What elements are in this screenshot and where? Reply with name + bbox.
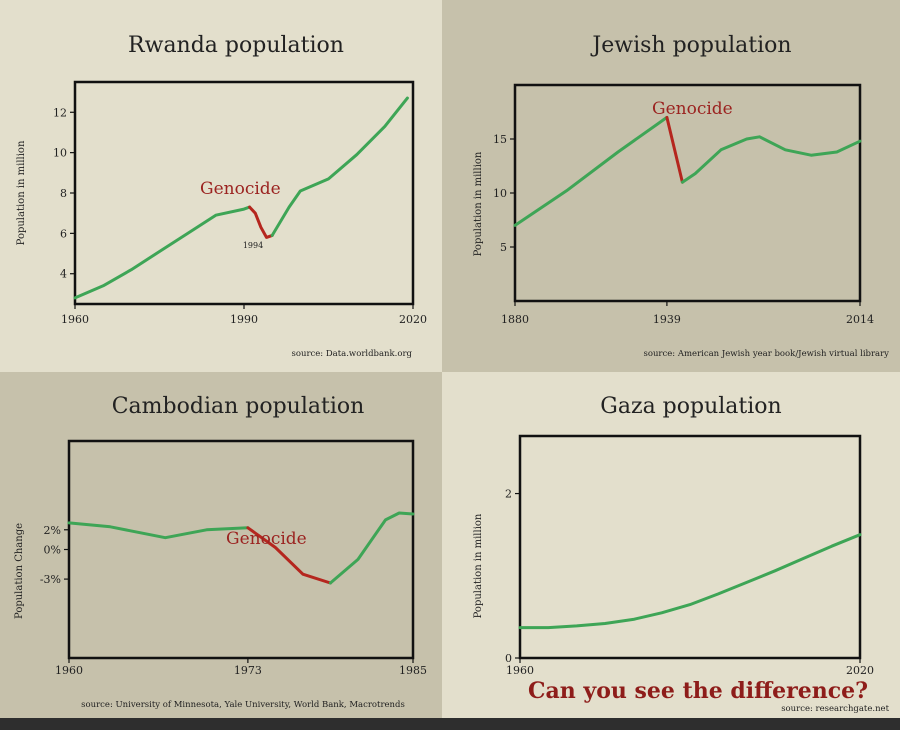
rwanda-y-axis-label: Population in million xyxy=(16,140,27,245)
cambodia-y-tick-2: -3% xyxy=(40,573,61,586)
rwanda-x-tick-1990: 1990 xyxy=(230,313,258,326)
headline-question: Can you see the difference? xyxy=(528,678,869,704)
panel-jewish xyxy=(442,0,900,372)
jewish-genocide-annotation: Genocide xyxy=(652,99,733,119)
jewish-x-tick-2014: 2014 xyxy=(846,313,874,326)
jewish-y-tick-0: 5 xyxy=(500,241,507,254)
rwanda-y-tick-3: 10 xyxy=(53,147,67,160)
jewish-series-normal-line-0 xyxy=(513,115,669,227)
rwanda-title: Rwanda population xyxy=(128,33,344,58)
rwanda-y-tick-1: 6 xyxy=(60,227,67,240)
gaza-y-axis-label: Population in million xyxy=(473,513,484,618)
rwanda-source: source: Data.worldbank.org xyxy=(291,349,412,359)
gaza-x-tick-1960: 1960 xyxy=(506,664,534,677)
cambodia-x-tick-1985: 1985 xyxy=(399,664,427,677)
rwanda-y-tick-2: 8 xyxy=(60,187,67,200)
cambodia-series-normal-line-2 xyxy=(328,511,415,585)
rwanda-series-normal-line-2 xyxy=(270,96,409,237)
bottom-strip xyxy=(0,718,900,730)
cambodia-title: Cambodian population xyxy=(112,394,365,419)
jewish-y-axis-label: Population in million xyxy=(473,151,484,256)
jewish-y-tick-1: 10 xyxy=(493,187,507,200)
rwanda-series-genocide-line-1 xyxy=(248,205,274,239)
rwanda-y-tick-4: 12 xyxy=(53,106,67,119)
gaza-source: source: researchgate.net xyxy=(781,704,889,714)
jewish-y-tick-2: 15 xyxy=(493,133,507,146)
gaza-y-tick-0: 0 xyxy=(505,652,512,665)
cambodia-y-tick-0: 2% xyxy=(44,524,61,537)
jewish-series-genocide-line-1 xyxy=(665,115,684,184)
jewish-title: Jewish population xyxy=(590,33,791,58)
cambodia-series-normal-line-0 xyxy=(67,521,250,540)
rwanda-series-normal-line-0 xyxy=(73,205,252,300)
gaza-title: Gaza population xyxy=(600,394,781,419)
rwanda-genocide-annotation: Genocide xyxy=(200,179,281,199)
rwanda-y-tick-0: 4 xyxy=(60,268,67,281)
cambodia-y-tick-1: 0% xyxy=(44,544,61,557)
gaza-series-normal-line-0 xyxy=(518,533,862,630)
panel-rwanda xyxy=(0,0,442,372)
rwanda-x-tick-1960: 1960 xyxy=(61,313,89,326)
jewish-x-tick-1880: 1880 xyxy=(501,313,529,326)
cambodia-source: source: University of Minnesota, Yale Un… xyxy=(81,700,405,710)
jewish-series-normal-line-2 xyxy=(680,135,862,184)
gaza-y-tick-1: 2 xyxy=(505,488,512,501)
gaza-plot-frame xyxy=(518,434,862,660)
cambodia-x-tick-1960: 1960 xyxy=(55,664,83,677)
gaza-x-tick-2020: 2020 xyxy=(846,664,874,677)
cambodia-y-axis-label: Population Change xyxy=(14,523,25,619)
jewish-x-tick-1939: 1939 xyxy=(653,313,681,326)
rwanda-year-annotation: 1994 xyxy=(243,241,263,250)
cambodia-x-tick-1973: 1973 xyxy=(234,664,262,677)
jewish-source: source: American Jewish year book/Jewish… xyxy=(643,349,889,359)
panel-cambodia xyxy=(0,372,442,730)
cambodia-series-genocide-line-1 xyxy=(246,526,332,585)
rwanda-x-tick-2020: 2020 xyxy=(399,313,427,326)
cambodia-genocide-annotation: Genocide xyxy=(226,529,307,549)
cambodia-plot-frame xyxy=(67,439,415,660)
